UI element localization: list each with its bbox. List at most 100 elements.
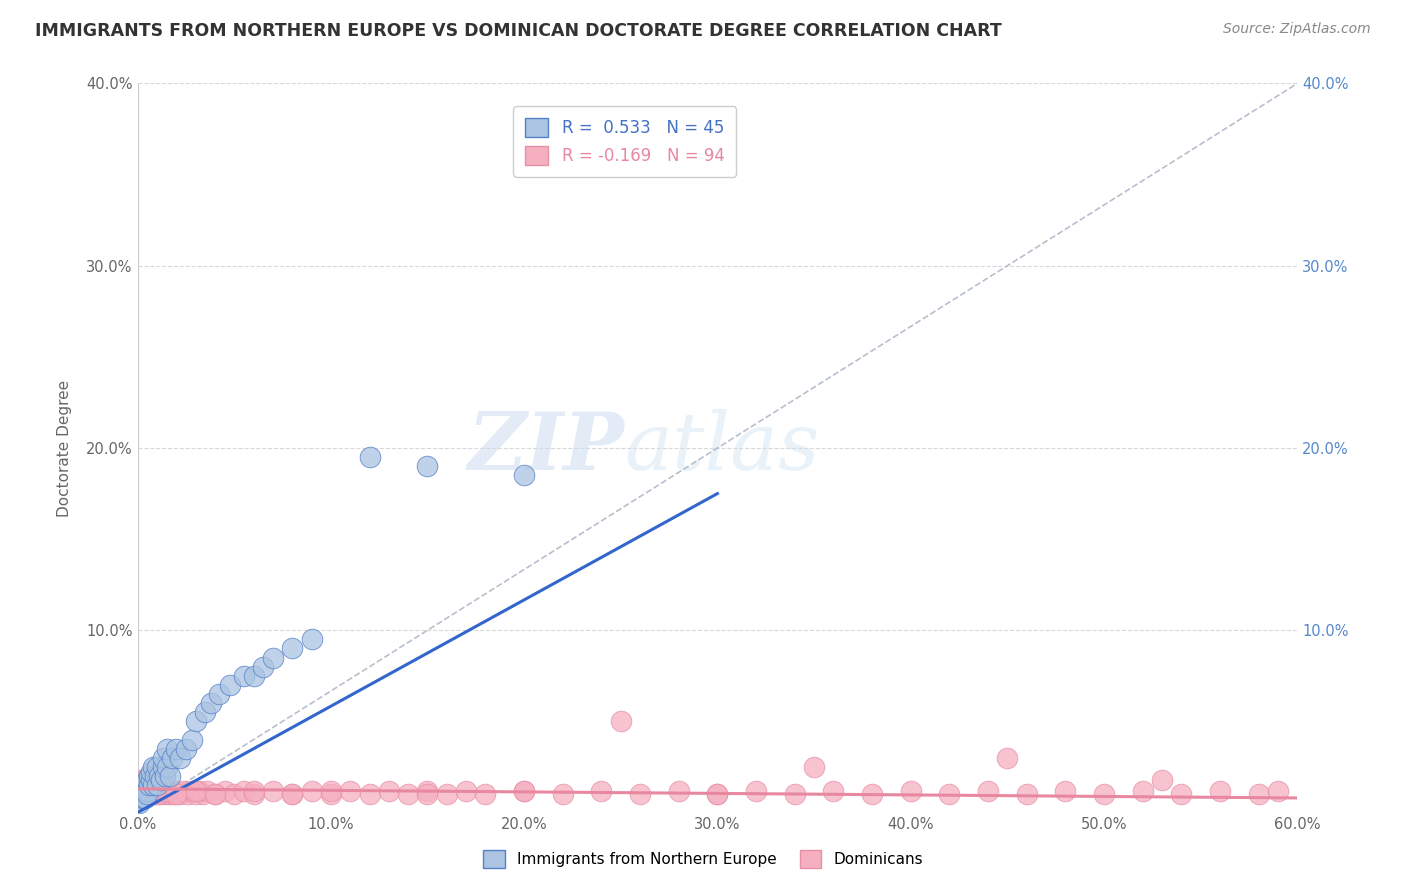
- Legend: R =  0.533   N = 45, R = -0.169   N = 94: R = 0.533 N = 45, R = -0.169 N = 94: [513, 106, 737, 177]
- Point: [134, 772, 156, 787]
- Point: [706, 787, 728, 801]
- Point: [242, 783, 264, 797]
- Point: [149, 783, 172, 797]
- Point: [155, 741, 177, 756]
- Point: [416, 783, 439, 797]
- Text: ZIP: ZIP: [468, 409, 624, 487]
- Point: [513, 783, 536, 797]
- Point: [132, 791, 155, 805]
- Point: [155, 760, 177, 774]
- Point: [900, 783, 922, 797]
- Point: [153, 769, 176, 783]
- Point: [456, 783, 478, 797]
- Text: IMMIGRANTS FROM NORTHERN EUROPE VS DOMINICAN DOCTORATE DEGREE CORRELATION CHART: IMMIGRANTS FROM NORTHERN EUROPE VS DOMIN…: [35, 22, 1002, 40]
- Point: [252, 659, 274, 673]
- Point: [143, 778, 166, 792]
- Point: [224, 787, 246, 801]
- Point: [155, 787, 177, 801]
- Point: [416, 459, 439, 474]
- Point: [131, 772, 153, 787]
- Point: [132, 783, 155, 797]
- Point: [219, 678, 242, 692]
- Point: [132, 787, 155, 801]
- Point: [128, 791, 150, 805]
- Point: [138, 778, 160, 792]
- Point: [131, 787, 153, 801]
- Point: [610, 714, 633, 729]
- Point: [159, 769, 181, 783]
- Y-axis label: Doctorate Degree: Doctorate Degree: [58, 379, 72, 516]
- Point: [436, 787, 458, 801]
- Point: [1054, 783, 1077, 797]
- Point: [148, 769, 170, 783]
- Point: [184, 787, 207, 801]
- Point: [143, 787, 166, 801]
- Point: [1015, 787, 1038, 801]
- Point: [139, 772, 162, 787]
- Point: [138, 772, 160, 787]
- Point: [339, 783, 361, 797]
- Point: [136, 772, 159, 787]
- Point: [163, 787, 186, 801]
- Point: [139, 778, 162, 792]
- Point: [591, 783, 613, 797]
- Point: [142, 778, 165, 792]
- Point: [513, 468, 536, 483]
- Point: [146, 783, 169, 797]
- Point: [1150, 772, 1173, 787]
- Point: [132, 778, 155, 792]
- Point: [146, 760, 169, 774]
- Point: [193, 787, 215, 801]
- Point: [177, 787, 200, 801]
- Point: [860, 787, 883, 801]
- Point: [378, 783, 401, 797]
- Point: [139, 765, 162, 780]
- Point: [148, 787, 170, 801]
- Point: [128, 797, 150, 811]
- Point: [142, 783, 165, 797]
- Point: [134, 791, 156, 805]
- Point: [823, 783, 845, 797]
- Point: [131, 787, 153, 801]
- Point: [136, 787, 159, 801]
- Point: [513, 783, 536, 797]
- Point: [359, 787, 381, 801]
- Text: atlas: atlas: [624, 409, 820, 487]
- Point: [136, 787, 159, 801]
- Point: [1170, 787, 1192, 801]
- Point: [180, 732, 202, 747]
- Point: [157, 783, 180, 797]
- Point: [281, 787, 304, 801]
- Point: [142, 772, 165, 787]
- Point: [139, 783, 162, 797]
- Point: [281, 787, 304, 801]
- Point: [173, 783, 195, 797]
- Point: [165, 787, 187, 801]
- Point: [143, 769, 166, 783]
- Point: [152, 787, 174, 801]
- Point: [1267, 783, 1289, 797]
- Point: [194, 706, 217, 720]
- Point: [195, 783, 218, 797]
- Point: [628, 787, 651, 801]
- Point: [1247, 787, 1270, 801]
- Point: [132, 783, 155, 797]
- Point: [938, 787, 960, 801]
- Point: [153, 783, 176, 797]
- Point: [301, 632, 323, 647]
- Point: [1209, 783, 1232, 797]
- Point: [977, 783, 1000, 797]
- Point: [359, 450, 381, 464]
- Point: [281, 641, 304, 656]
- Point: [232, 669, 254, 683]
- Point: [136, 787, 159, 801]
- Legend: Immigrants from Northern Europe, Dominicans: Immigrants from Northern Europe, Dominic…: [471, 838, 935, 880]
- Point: [262, 783, 284, 797]
- Point: [165, 783, 187, 797]
- Point: [134, 778, 156, 792]
- Point: [1092, 787, 1115, 801]
- Point: [169, 751, 191, 765]
- Point: [134, 783, 156, 797]
- Point: [138, 769, 160, 783]
- Point: [242, 787, 264, 801]
